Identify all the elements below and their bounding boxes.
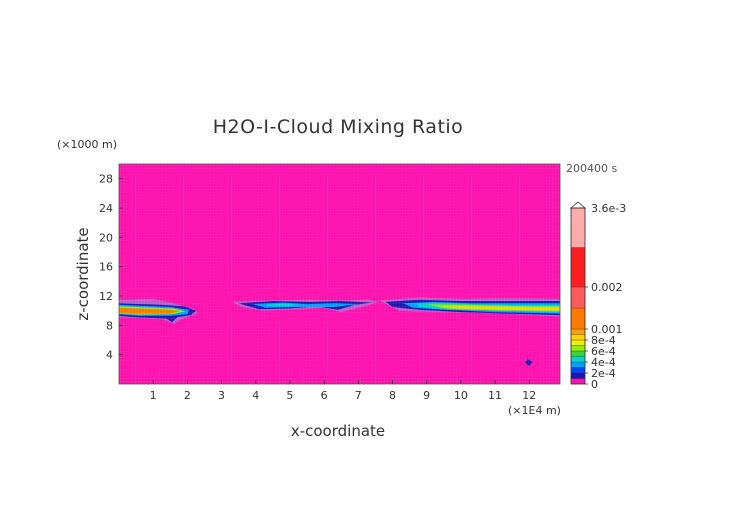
- colorbar-band: [570, 307, 586, 330]
- x-tick-label: 6: [321, 389, 328, 402]
- time-label: 200400 s: [566, 162, 617, 175]
- colorbar-tick-label: 0: [591, 378, 598, 391]
- x-axis-title: x-coordinate: [291, 422, 385, 440]
- x-tick-label: 10: [454, 389, 468, 402]
- colorbar-tick-label: 6e-4: [591, 345, 616, 358]
- chart-title: H2O-I-Cloud Mixing Ratio: [213, 116, 464, 138]
- grid-overlay: [119, 164, 560, 384]
- colorbar-band: [570, 286, 586, 309]
- x-tick-label: 4: [252, 389, 259, 402]
- y-tick-label: 20: [99, 231, 113, 244]
- colorbar-band: [570, 350, 586, 357]
- y-tick-label: 12: [99, 290, 113, 303]
- colorbar-band: [570, 356, 586, 363]
- colorbar-band: [570, 339, 586, 346]
- x-tick-label: 12: [522, 389, 536, 402]
- colorbar-tick-label: 0.001: [591, 323, 623, 336]
- colorbar-band: [570, 328, 586, 335]
- y-tick-label: 16: [99, 261, 113, 274]
- colorbar-tick-label: 8e-4: [591, 334, 616, 347]
- colorbar-max-label: 3.6e-3: [591, 202, 626, 215]
- x-axis-ticks: 1 2 3 4 5 6 7 8 9 10 11 12: [150, 380, 536, 402]
- x-tick-label: 5: [286, 389, 293, 402]
- y-tick-label: 8: [106, 319, 113, 332]
- x-tick-label: 2: [184, 389, 191, 402]
- plot-area: [118, 163, 561, 385]
- colorbar-frame: [570, 207, 586, 385]
- colorbar-tick-label: 2e-4: [591, 367, 616, 380]
- y-axis-title: z-coordinate: [74, 227, 92, 320]
- colorbar-band: [570, 361, 586, 368]
- colorbar-band: [570, 334, 586, 341]
- y-tick-label: 28: [99, 173, 113, 186]
- colorbar-band: [570, 345, 586, 352]
- colorbar-band: [570, 367, 586, 374]
- x-tick-label: 9: [423, 389, 430, 402]
- x-unit-label: (×1E4 m): [508, 404, 561, 417]
- y-axis-ticks: 4 8 12 16 20 24 28: [99, 173, 123, 362]
- x-tick-label: 7: [355, 389, 362, 402]
- colorbar-band: [570, 378, 586, 385]
- colorbar-band: [570, 207, 586, 248]
- x-tick-label: 1: [150, 389, 157, 402]
- x-tick-label: 8: [389, 389, 396, 402]
- y-tick-label: 4: [106, 349, 113, 362]
- x-tick-label: 3: [218, 389, 225, 402]
- x-tick-label: 11: [488, 389, 502, 402]
- y-tick-label: 24: [99, 202, 113, 215]
- colorbar-tick-label: 4e-4: [591, 356, 616, 369]
- colorbar-extend-arrow: [569, 201, 587, 209]
- colorbar-band: [570, 372, 586, 379]
- plot-frame: [118, 163, 561, 385]
- colorbar-tick-label: 0.002: [591, 281, 623, 294]
- y-unit-label: (×1000 m): [57, 138, 117, 151]
- colorbar-band: [570, 247, 586, 288]
